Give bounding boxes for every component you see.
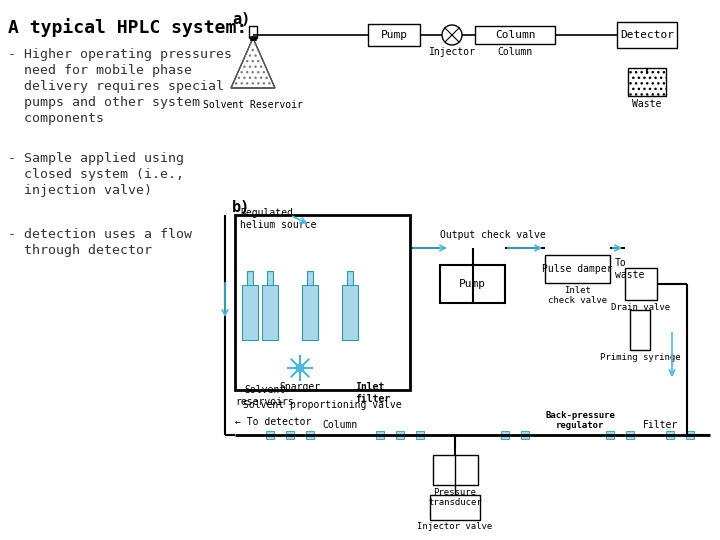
- Text: Sparger: Sparger: [279, 382, 320, 392]
- Bar: [501, 431, 509, 439]
- Bar: [606, 431, 614, 439]
- Bar: [342, 285, 358, 340]
- Bar: [307, 271, 313, 285]
- Text: Priming syringe: Priming syringe: [600, 353, 680, 362]
- Text: delivery requires special: delivery requires special: [8, 80, 224, 93]
- Bar: [416, 431, 424, 439]
- Circle shape: [442, 25, 462, 45]
- Circle shape: [296, 364, 304, 372]
- Bar: [247, 271, 253, 285]
- Bar: [626, 431, 634, 439]
- Bar: [262, 285, 278, 340]
- Text: ← To detector: ← To detector: [235, 417, 311, 427]
- Bar: [396, 431, 404, 439]
- Text: - Higher operating pressures: - Higher operating pressures: [8, 48, 232, 61]
- Bar: [440, 265, 505, 303]
- Text: Back-pressure
regulator: Back-pressure regulator: [545, 410, 615, 430]
- Bar: [630, 310, 650, 350]
- Bar: [376, 431, 384, 439]
- Text: A typical HPLC system:: A typical HPLC system:: [8, 18, 247, 37]
- Text: To
waste: To waste: [615, 258, 644, 280]
- Text: Solvent Reservoir: Solvent Reservoir: [203, 100, 303, 110]
- Text: b): b): [232, 200, 251, 215]
- Text: Regulated
helium source: Regulated helium source: [240, 208, 316, 230]
- Text: Inlet
check valve: Inlet check valve: [548, 286, 607, 306]
- Bar: [250, 36, 256, 40]
- Text: closed system (i.e.,: closed system (i.e.,: [8, 168, 184, 181]
- Text: Detector: Detector: [620, 30, 674, 40]
- Bar: [306, 431, 314, 439]
- Bar: [625, 268, 657, 300]
- Bar: [545, 255, 610, 283]
- Text: Pump: Pump: [380, 30, 408, 40]
- Text: Pump: Pump: [459, 279, 486, 289]
- Text: Column: Column: [323, 420, 358, 430]
- Text: Solvent
reservoirs: Solvent reservoirs: [235, 385, 294, 407]
- Bar: [286, 431, 294, 439]
- Bar: [242, 285, 258, 340]
- Text: Waste: Waste: [632, 99, 662, 109]
- Bar: [617, 22, 677, 48]
- Bar: [521, 431, 529, 439]
- Text: Pulse damper: Pulse damper: [542, 264, 613, 274]
- Text: - Sample applied using: - Sample applied using: [8, 152, 184, 165]
- Bar: [628, 68, 666, 96]
- Text: Column: Column: [498, 47, 533, 57]
- Text: injection valve): injection valve): [8, 184, 152, 197]
- Bar: [267, 271, 273, 285]
- Bar: [266, 431, 274, 439]
- Text: Column: Column: [495, 30, 535, 40]
- Bar: [475, 26, 555, 44]
- Bar: [430, 495, 480, 520]
- Text: Drain valve: Drain valve: [611, 303, 670, 312]
- Bar: [249, 26, 257, 38]
- Text: Output check valve: Output check valve: [440, 230, 546, 240]
- Bar: [302, 285, 318, 340]
- Bar: [686, 431, 694, 439]
- Text: a): a): [232, 12, 251, 27]
- Text: Injector: Injector: [428, 47, 475, 57]
- Text: - detection uses a flow: - detection uses a flow: [8, 228, 192, 241]
- Text: Inlet
filter: Inlet filter: [355, 382, 390, 403]
- Bar: [347, 271, 353, 285]
- Text: through detector: through detector: [8, 244, 152, 257]
- Text: Filter: Filter: [642, 420, 678, 430]
- Polygon shape: [231, 38, 275, 88]
- Text: components: components: [8, 112, 104, 125]
- Text: Injector valve: Injector valve: [418, 522, 492, 531]
- Bar: [368, 24, 420, 46]
- Text: pumps and other system: pumps and other system: [8, 96, 200, 109]
- Bar: [666, 431, 674, 439]
- Text: need for mobile phase: need for mobile phase: [8, 64, 192, 77]
- Text: Solvent proportioning valve: Solvent proportioning valve: [243, 400, 402, 410]
- Bar: [433, 455, 477, 485]
- Text: Pressure
transducer: Pressure transducer: [428, 488, 482, 508]
- Bar: [235, 215, 410, 390]
